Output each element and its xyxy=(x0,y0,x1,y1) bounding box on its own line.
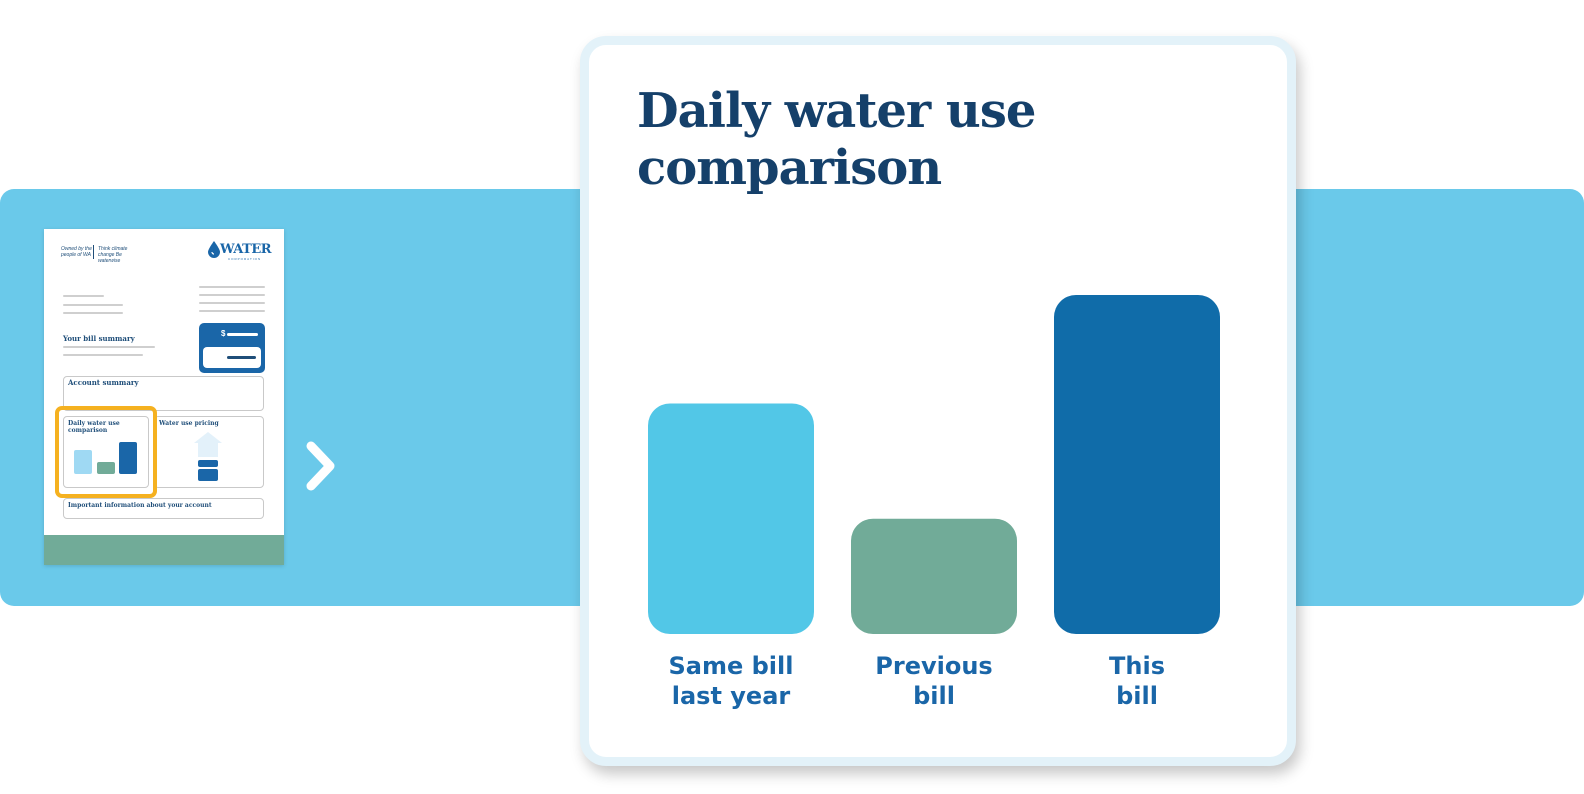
pricing-tier-bar xyxy=(198,469,218,481)
mini-bar-this xyxy=(119,442,137,474)
bill-amount-box: $ xyxy=(199,323,265,373)
x-label-line: Same bill xyxy=(668,652,794,680)
bill-summary-label: Your bill summary xyxy=(63,334,135,343)
bar-same-bill-last-year xyxy=(648,403,814,634)
x-label-line: This xyxy=(1109,652,1165,680)
due-date-placeholder xyxy=(227,356,256,359)
comparison-card: Daily water use comparison Same bill last… xyxy=(580,36,1296,766)
due-date-box xyxy=(203,347,261,368)
important-info-label: Important information about your account xyxy=(68,502,212,509)
daily-use-label: Daily water use comparison xyxy=(68,420,120,434)
text-placeholder-line xyxy=(63,354,143,356)
bill-thumbnail: Owned by the people of WA Think climate … xyxy=(44,229,284,565)
bill-header-tagline: Think climate change Be waterwise xyxy=(98,246,128,264)
x-label-same-bill-last-year: Same bill last year xyxy=(646,651,816,711)
x-label-this-bill: This bill xyxy=(1052,651,1222,711)
bar-this-bill xyxy=(1054,295,1220,634)
pricing-label: Water use pricing xyxy=(159,420,219,427)
bar-previous-bill xyxy=(851,518,1017,634)
bill-footer xyxy=(44,535,284,565)
arrow-up-stem xyxy=(198,443,218,457)
water-drop-icon xyxy=(208,241,220,258)
bill-logo: WATER xyxy=(220,242,272,257)
text-placeholder-line xyxy=(199,294,265,296)
text-placeholder-line xyxy=(63,295,104,297)
bill-header-left: Owned by the people of WA xyxy=(61,246,92,258)
chevron-right-icon xyxy=(306,441,335,491)
amount-placeholder xyxy=(227,333,258,336)
bar-chart xyxy=(648,295,1220,634)
header-divider xyxy=(93,245,94,259)
x-label-previous-bill: Previous bill xyxy=(849,651,1019,711)
highlight-frame xyxy=(55,406,157,498)
bill-logo-sub: CORPORATION xyxy=(228,257,262,261)
account-summary-label: Account summary xyxy=(68,378,139,387)
text-placeholder-line xyxy=(199,286,265,288)
account-summary-panel xyxy=(63,376,264,411)
text-placeholder-line xyxy=(63,304,123,306)
arrow-up-icon xyxy=(194,432,222,443)
text-placeholder-line xyxy=(199,302,265,304)
card-title: Daily water use comparison xyxy=(637,83,1036,196)
pricing-tier-bar xyxy=(198,460,218,467)
x-label-line: last year xyxy=(671,682,791,710)
text-placeholder-line xyxy=(199,310,265,312)
mini-bar-previous xyxy=(97,462,115,474)
x-label-line: bill xyxy=(1116,682,1158,710)
important-info-panel xyxy=(63,498,264,519)
mini-bar-last-year xyxy=(74,450,92,474)
text-placeholder-line xyxy=(63,346,155,348)
text-placeholder-line xyxy=(63,312,123,314)
x-label-line: Previous xyxy=(875,652,993,680)
x-label-line: bill xyxy=(913,682,955,710)
currency-symbol: $ xyxy=(221,329,226,338)
